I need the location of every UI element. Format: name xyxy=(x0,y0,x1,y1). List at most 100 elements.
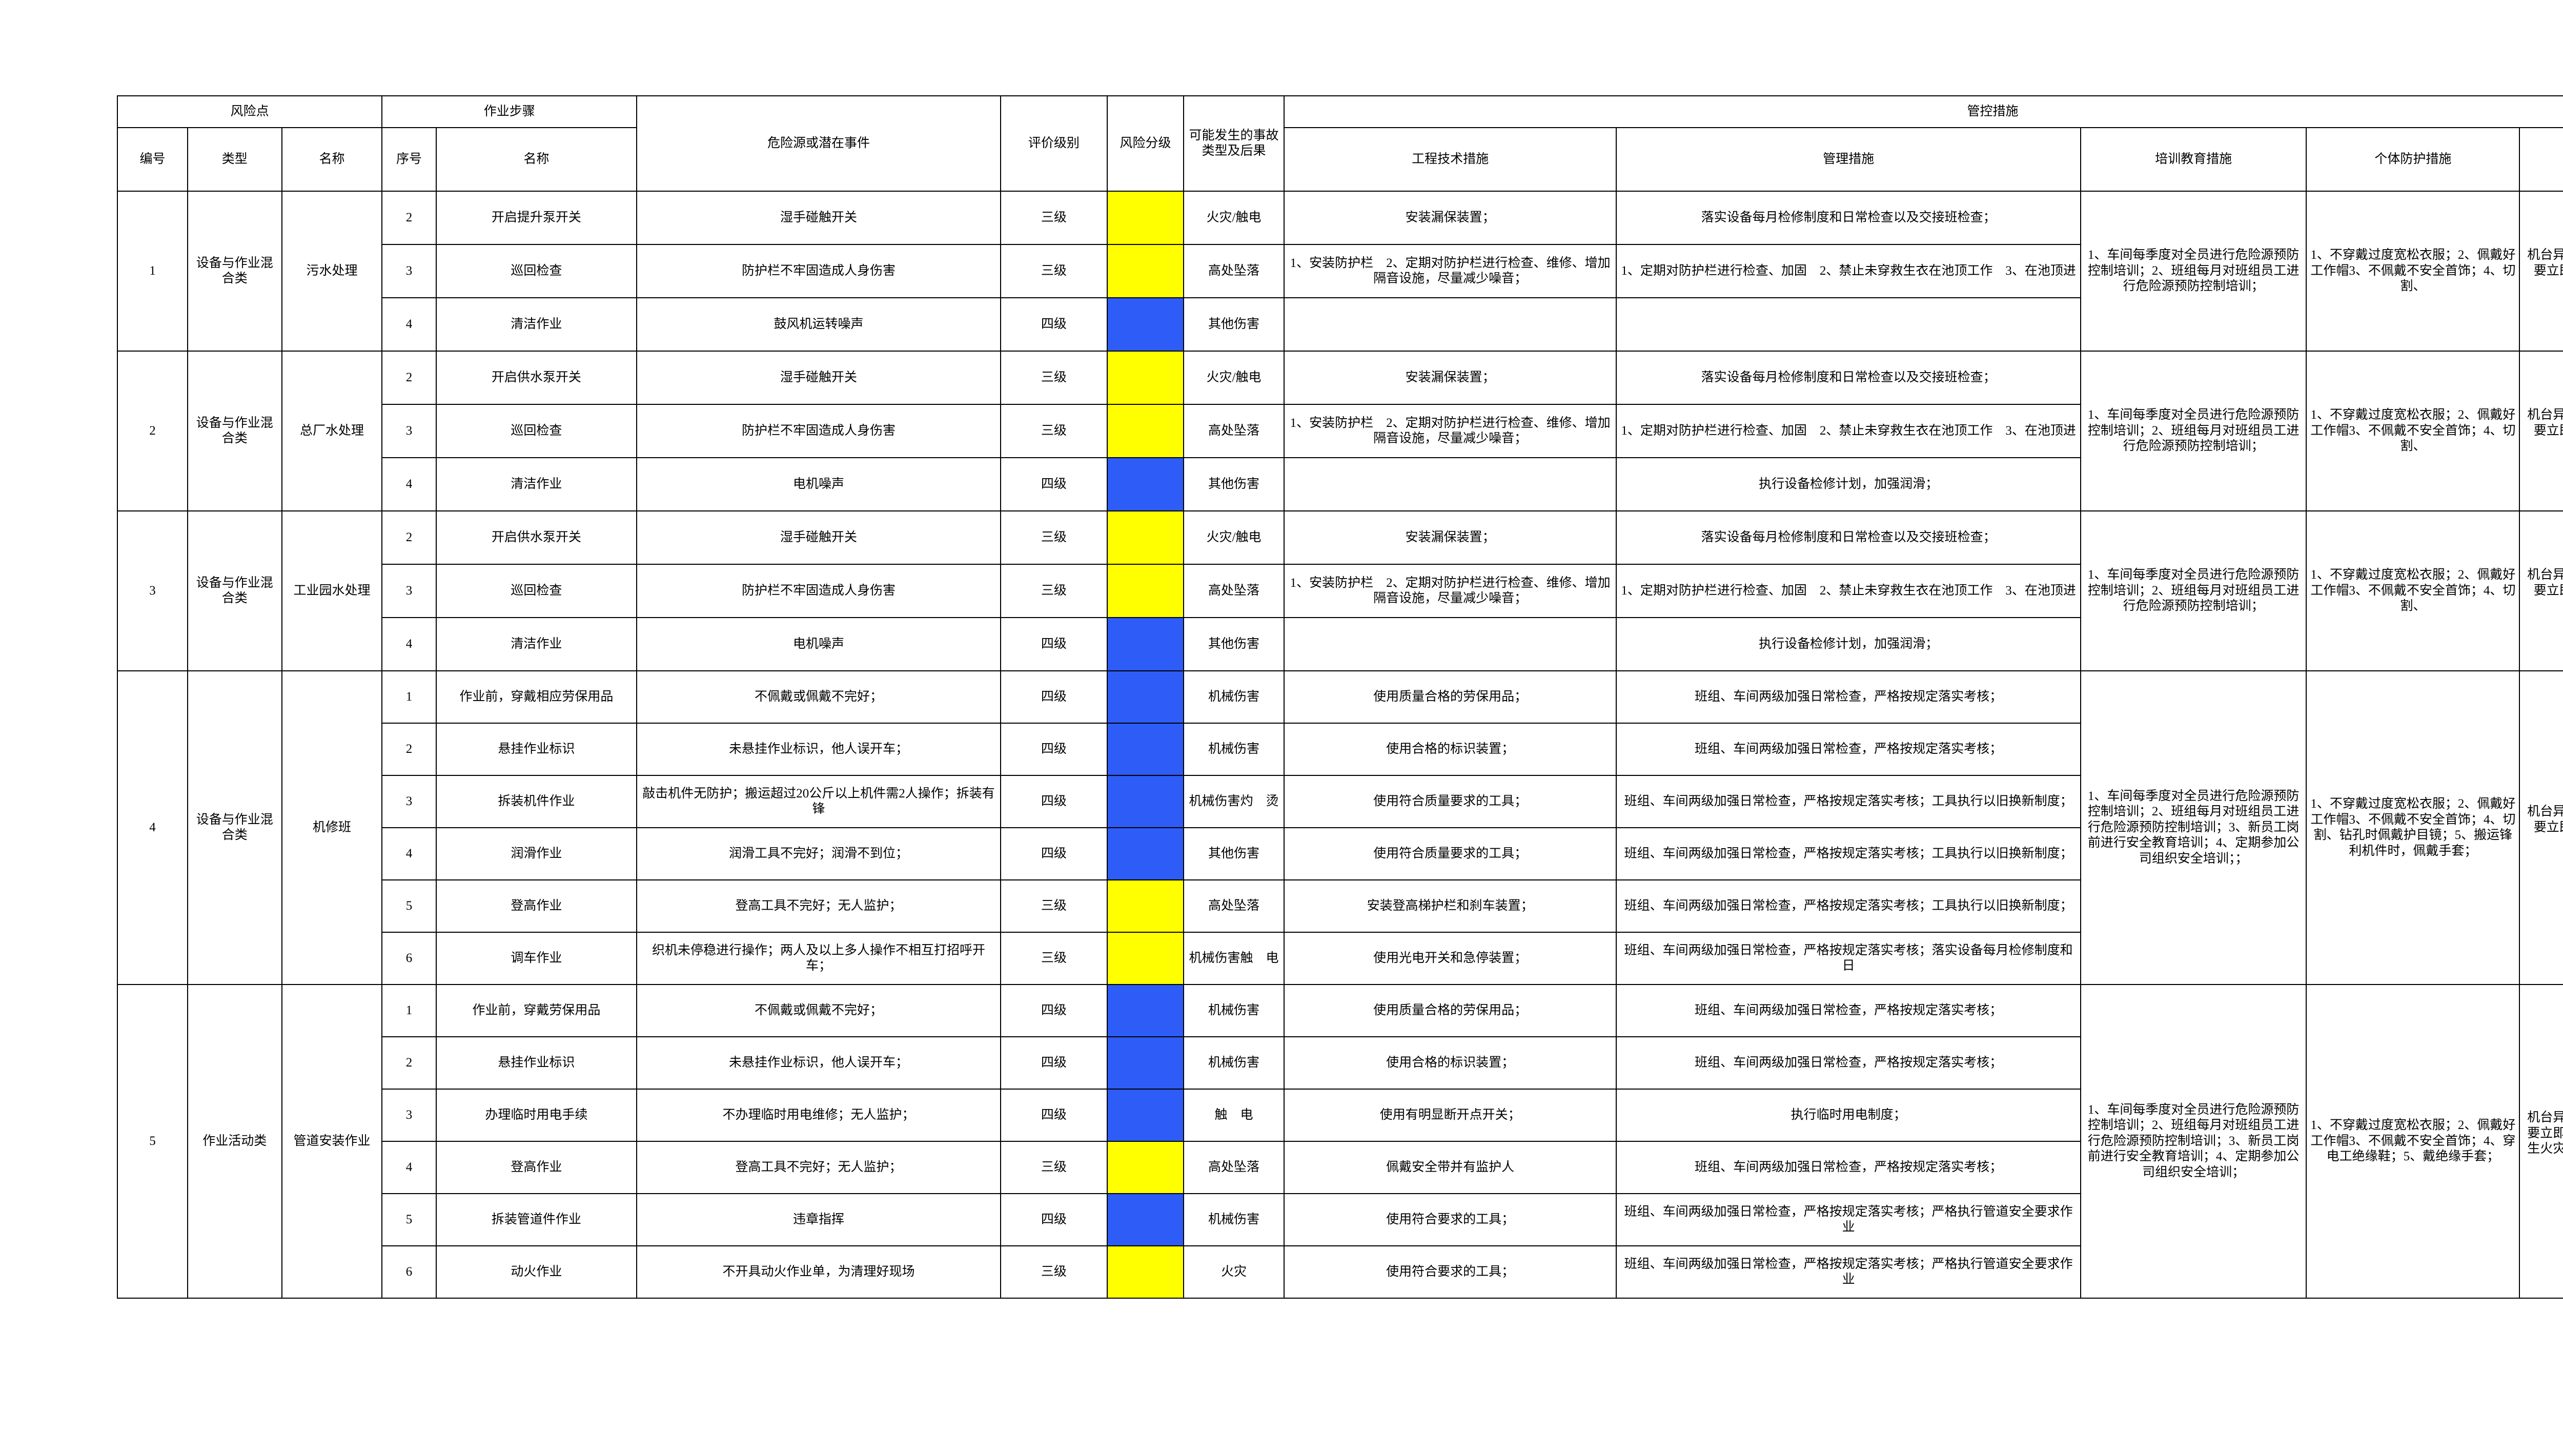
cell-engineering-measure: 1、安装防护栏 2、定期对防护栏进行检查、维修、增加隔音设施，尽量减少噪音； xyxy=(1283,404,1617,458)
cell-hazard: 不佩戴或佩戴不完好； xyxy=(636,984,1001,1037)
table-row: 6 调车作业 织机未停稳进行操作；两人及以上多人操作不相互打招呼开车； 三级 机械伤害触… xyxy=(117,932,2563,985)
risk-assessment-sheet: 风险点 作业步骤 危险源或潜在事件 评价级别 风险分级 可能发生的事故类型及后果… xyxy=(116,95,2563,1299)
cell-step-name: 开启供水泵开关 xyxy=(435,510,638,565)
cell-accident-type: 机械伤害 xyxy=(1183,1036,1285,1090)
cell-seq: 4 xyxy=(381,617,437,671)
cell-engineering-measure: 安装漏保装置； xyxy=(1283,191,1617,245)
header-group-work-step: 作业步骤 xyxy=(381,95,638,128)
cell-eval-level: 四级 xyxy=(1000,297,1108,352)
cell-hazard: 电机噪声 xyxy=(636,457,1001,511)
cell-risk-grade xyxy=(1106,564,1185,618)
cell-step-name: 巡回检查 xyxy=(435,404,638,458)
cell-management-measure: 班组、车间两级加强日常检查，严格按规定落实考核；严格执行管道安全要求作业 xyxy=(1616,1245,2081,1299)
cell-hazard: 敲击机件无防护；搬运超过20公斤以上机件需2人操作；拆装有锋 xyxy=(636,775,1001,828)
cell-accident-type: 高处坠落 xyxy=(1183,244,1285,298)
header-no: 编号 xyxy=(116,127,189,192)
cell-accident-type: 其他伤害 xyxy=(1183,617,1285,671)
cell-risk-grade xyxy=(1106,1089,1185,1142)
cell-hazard: 登高工具不完好；无人监护； xyxy=(636,1141,1001,1194)
cell-hazard: 湿手碰触开关 xyxy=(636,510,1001,565)
cell-emergency-measure: 机台异响、异味等异常情况，要立即停机，呼叫维修工维修； xyxy=(2519,670,2563,985)
cell-eval-level: 四级 xyxy=(1000,1193,1108,1246)
cell-risk-grade xyxy=(1106,617,1185,671)
cell-engineering-measure: 使用质量合格的劳保用品； xyxy=(1283,984,1617,1037)
header-engineering: 工程技术措施 xyxy=(1283,127,1617,192)
cell-step-name: 悬挂作业标识 xyxy=(435,1036,638,1090)
header-eval-level: 评价级别 xyxy=(1000,95,1108,192)
cell-emergency-measure: 机台异响、异味等异常情况，要立即停机，呼叫维修工维修； xyxy=(2519,351,2563,511)
cell-hazard: 防护栏不牢固造成人身伤害 xyxy=(636,404,1001,458)
cell-hazard: 湿手碰触开关 xyxy=(636,351,1001,405)
cell-no: 1 xyxy=(116,191,189,352)
cell-step-name: 悬挂作业标识 xyxy=(435,723,638,776)
cell-risk-grade xyxy=(1106,244,1185,298)
table-row: 4 润滑作业 润滑工具不完好；润滑不到位； 四级 其他伤害 使用符合质量要求的工具； 班组、… xyxy=(117,827,2563,880)
cell-seq: 4 xyxy=(381,297,437,352)
cell-seq: 6 xyxy=(381,1245,437,1299)
cell-engineering-measure: 使用合格的标识装置； xyxy=(1283,723,1617,776)
header-group-row: 风险点 作业步骤 危险源或潜在事件 评价级别 风险分级 可能发生的事故类型及后果… xyxy=(116,95,2563,192)
cell-risk-name: 工业园水处理 xyxy=(281,510,383,671)
cell-management-measure: 班组、车间两级加强日常检查，严格按规定落实考核； xyxy=(1616,670,2081,724)
table-row: 6 动火作业 不开具动火作业单，为清理好现场 三级 火灾 使用符合要求的工具； 班组、车间两… xyxy=(117,1245,2563,1299)
cell-step-name: 作业前，穿戴相应劳保用品 xyxy=(435,670,638,724)
cell-eval-level: 四级 xyxy=(1000,457,1108,511)
cell-accident-type: 火灾 xyxy=(1183,1245,1285,1299)
cell-engineering-measure xyxy=(1283,297,1617,352)
header-emergency: 应急处置措施 xyxy=(2519,127,2563,192)
cell-training-measure: 1、车间每季度对全员进行危险源预防控制培训；2、班组每月对班组员工进行危险源预防… xyxy=(2080,984,2307,1299)
table-header: 风险点 作业步骤 危险源或潜在事件 评价级别 风险分级 可能发生的事故类型及后果… xyxy=(116,95,2563,192)
cell-step-name: 调车作业 xyxy=(435,932,638,985)
cell-risk-type: 设备与作业混合类 xyxy=(187,670,282,985)
cell-risk-name: 污水处理 xyxy=(281,191,383,352)
cell-seq: 4 xyxy=(381,827,437,880)
cell-engineering-measure: 1、安装防护栏 2、定期对防护栏进行检查、维修、增加隔音设施，尽量减少噪音； xyxy=(1283,564,1617,618)
cell-engineering-measure: 使用有明显断开点开关； xyxy=(1283,1089,1617,1142)
cell-eval-level: 四级 xyxy=(1000,670,1108,724)
table-row: 3 拆装机件作业 敲击机件无防护；搬运超过20公斤以上机件需2人操作；拆装有锋 四级 机… xyxy=(117,775,2563,828)
header-training: 培训教育措施 xyxy=(2080,127,2307,192)
cell-eval-level: 四级 xyxy=(1000,827,1108,880)
cell-seq: 5 xyxy=(381,1193,437,1246)
cell-ppe-measure: 1、不穿戴过度宽松衣服；2、佩戴好工作帽3、不佩戴不安全首饰；4、切割、钻孔时佩… xyxy=(2306,670,2520,985)
cell-engineering-measure: 使用符合要求的工具； xyxy=(1283,1245,1617,1299)
cell-management-measure: 班组、车间两级加强日常检查，严格按规定落实考核；落实设备每月检修制度和日 xyxy=(1616,932,2081,985)
header-type: 类型 xyxy=(187,127,282,192)
cell-engineering-measure: 安装漏保装置； xyxy=(1283,351,1617,405)
cell-eval-level: 四级 xyxy=(1000,984,1108,1037)
table-row: 3 办理临时用电手续 不办理临时用电维修；无人监护； 四级 触 电使用有明显断开点开关；… xyxy=(117,1089,2563,1142)
cell-engineering-measure: 安装漏保装置； xyxy=(1283,510,1617,565)
table-row: 4 设备与作业混合类 机修班 1 作业前，穿戴相应劳保用品 不佩戴或佩戴不完好； 四级 机械伤… xyxy=(116,670,2563,985)
cell-hazard: 不办理临时用电维修；无人监护； xyxy=(636,1089,1001,1142)
cell-step-name: 拆装管道件作业 xyxy=(435,1193,638,1246)
cell-no: 3 xyxy=(116,510,189,671)
cell-no: 5 xyxy=(116,984,189,1299)
cell-step-name: 登高作业 xyxy=(435,879,638,933)
cell-training-measure: 1、车间每季度对全员进行危险源预防控制培训；2、班组每月对班组员工进行危险源预防… xyxy=(2080,351,2307,511)
header-seq: 序号 xyxy=(381,127,437,192)
cell-eval-level: 三级 xyxy=(1000,191,1108,245)
cell-accident-type: 机械伤害触 电 xyxy=(1183,932,1285,985)
table-row: 3 巡回检查 防护栏不牢固造成人身伤害 三级 高处坠落 1、安装防护栏 2、定期对防护栏进… xyxy=(117,404,2563,458)
header-step-name: 名称 xyxy=(435,127,638,192)
cell-accident-type: 机械伤害灼 烫 xyxy=(1183,775,1285,828)
cell-seq: 3 xyxy=(381,1089,437,1142)
cell-accident-type: 火灾/触电 xyxy=(1183,191,1285,245)
header-group-risk-point: 风险点 xyxy=(116,95,383,128)
cell-risk-grade xyxy=(1106,827,1185,880)
cell-risk-type: 设备与作业混合类 xyxy=(187,351,282,511)
header-management: 管理措施 xyxy=(1616,127,2081,192)
cell-engineering-measure: 佩戴安全带并有监护人 xyxy=(1283,1141,1617,1194)
header-name: 名称 xyxy=(281,127,383,192)
cell-risk-grade xyxy=(1106,1245,1185,1299)
cell-seq: 4 xyxy=(381,1141,437,1194)
cell-hazard: 润滑工具不完好；润滑不到位； xyxy=(636,827,1001,880)
table-row: 4清洁作业鼓风机运转噪声四级其他伤害班组/岗位级 xyxy=(117,297,2563,352)
cell-step-name: 清洁作业 xyxy=(435,297,638,352)
cell-accident-type: 火灾/触电 xyxy=(1183,510,1285,565)
table-row: 1 设备与作业混合类 污水处理 2 开启提升泵开关 湿手碰触开关 三级 火灾/触电 安装漏保装置… xyxy=(116,191,2563,352)
cell-management-measure: 1、定期对防护栏进行检查、加固 2、禁止未穿救生衣在池顶工作 3、在池顶进 xyxy=(1616,244,2081,298)
header-risk-grade: 风险分级 xyxy=(1106,95,1185,192)
